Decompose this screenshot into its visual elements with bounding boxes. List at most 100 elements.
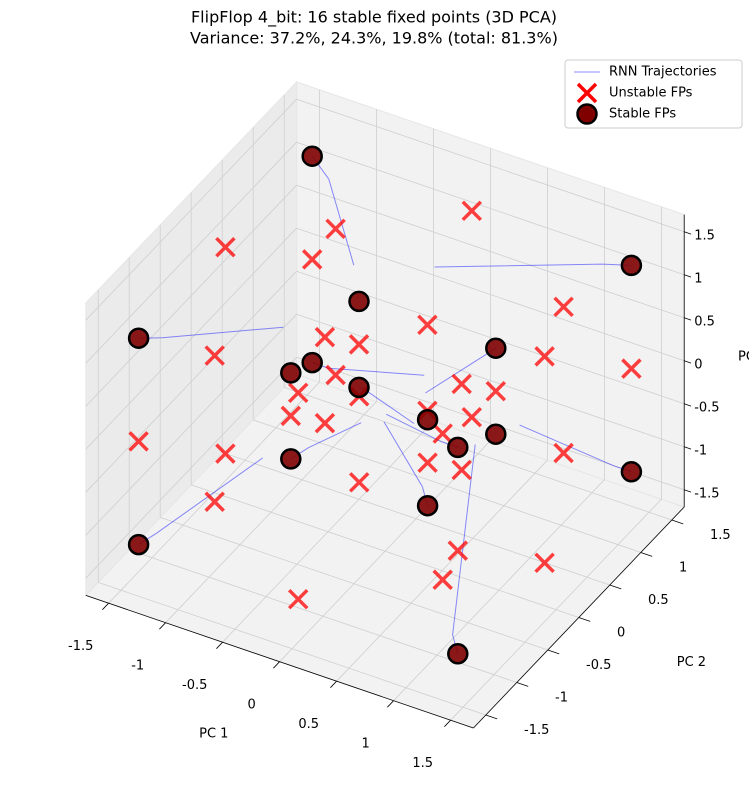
unstable-fp — [432, 569, 453, 590]
stable-fp — [620, 254, 643, 277]
x-tick-label: 0 — [248, 697, 256, 712]
unstable-fp — [128, 431, 149, 452]
stable-fp — [301, 351, 323, 374]
stable-fp — [301, 145, 323, 167]
grid-line — [85, 141, 297, 364]
z-tick — [684, 489, 692, 493]
grid-line — [85, 313, 297, 536]
grid-line — [191, 484, 579, 618]
unstable-fp — [485, 380, 507, 402]
unstable-fp — [287, 382, 309, 404]
unstable-fp — [215, 443, 236, 464]
x-tick — [273, 661, 280, 669]
y-tick — [640, 552, 653, 557]
z-tick-label: 1.5 — [694, 228, 715, 243]
x-tick-label: 1 — [362, 736, 370, 751]
unstable-fp — [215, 236, 236, 258]
stable-fp — [447, 643, 469, 665]
z-tick-label: -1.5 — [694, 486, 719, 501]
z-tick-label: -1 — [694, 443, 707, 458]
x-tick — [102, 602, 109, 610]
z-axis-label: PC 3 — [738, 350, 749, 365]
x-tick-label: -0.5 — [182, 678, 207, 693]
grid-line — [160, 517, 548, 651]
legend-swatch — [576, 82, 598, 104]
chart-subtitle: Variance: 37.2%, 24.3%, 19.8% (total: 81… — [190, 29, 558, 48]
unstable-fp — [280, 405, 302, 427]
z-tick — [684, 360, 692, 364]
x-tick-label: -1 — [131, 658, 144, 673]
unstable-fp — [301, 249, 323, 270]
z-tick-label: 0.5 — [694, 314, 715, 329]
unstable-fp — [432, 423, 453, 444]
z-tick-label: 0 — [694, 357, 702, 372]
unstable-fp — [204, 345, 225, 366]
grid-line — [98, 582, 486, 716]
x-tick — [330, 680, 337, 688]
legend-box — [564, 59, 743, 129]
stable-fp — [127, 327, 150, 349]
grid-line — [253, 419, 641, 553]
stable-fp — [280, 362, 302, 384]
stable-fp — [280, 448, 302, 470]
x-axis-label: PC 1 — [199, 727, 228, 742]
unstable-fp — [553, 442, 574, 464]
unstable-fp — [461, 406, 483, 428]
stable-fp — [485, 337, 507, 359]
legend-label: Unstable FPs — [609, 86, 693, 101]
stable-fp — [485, 423, 507, 445]
unstable-fp — [534, 346, 555, 367]
stable-fp — [348, 290, 370, 313]
unstable-fp — [447, 540, 469, 561]
stable-fp — [348, 376, 370, 399]
unstable-fp — [314, 412, 336, 434]
unstable-fp — [204, 491, 225, 512]
unstable-fp — [451, 459, 472, 481]
y-tick — [609, 584, 622, 590]
y-tick-label: 0 — [617, 626, 625, 641]
grid-line — [85, 98, 297, 321]
z-tick — [684, 231, 692, 235]
grid-line — [284, 387, 672, 521]
y-tick — [547, 649, 560, 655]
y-tick — [578, 617, 591, 622]
x-tick-label: -1.5 — [68, 639, 93, 654]
unstable-fp — [325, 364, 346, 386]
grid-line — [85, 270, 297, 493]
z-tick — [684, 317, 692, 321]
unstable-fp — [417, 452, 438, 473]
grid-line — [296, 184, 685, 319]
x-tick — [159, 622, 166, 630]
legend-swatch — [576, 103, 598, 125]
y-tick — [671, 519, 684, 525]
legend-label: Stable FPs — [609, 107, 676, 122]
unstable-fp — [348, 334, 370, 355]
grid-line — [296, 141, 685, 276]
y-axis-label: PC 2 — [677, 655, 706, 670]
y-tick-label: 0.5 — [648, 593, 669, 608]
grid-line — [296, 227, 685, 362]
z-tick-label: 1 — [694, 271, 702, 286]
unstable-fp — [348, 472, 370, 493]
unstable-fp — [451, 373, 472, 395]
y-tick-label: -1.5 — [524, 723, 549, 738]
grid-line — [85, 227, 297, 450]
stable-fp — [620, 461, 643, 483]
unstable-fp — [325, 218, 346, 240]
legend: RNN Trajectories Unstable FPs Stable FPs — [564, 59, 743, 129]
grid-line — [85, 356, 297, 579]
chart-title: FlipFlop 4_bit: 16 stable fixed points (… — [191, 8, 557, 28]
unstable-fp — [314, 326, 336, 348]
x-tick — [387, 700, 394, 708]
z-tick — [684, 403, 692, 407]
x-tick — [444, 719, 451, 727]
y-tick-label: 1 — [679, 561, 687, 576]
y-tick-label: -0.5 — [586, 658, 611, 673]
unstable-fp — [461, 200, 483, 222]
z-tick — [684, 446, 692, 450]
y-tick-label: 1.5 — [710, 528, 731, 543]
x-tick-label: 1.5 — [412, 756, 433, 771]
unstable-fp — [287, 588, 309, 610]
unstable-fp — [621, 358, 642, 379]
grid-line — [296, 98, 685, 233]
